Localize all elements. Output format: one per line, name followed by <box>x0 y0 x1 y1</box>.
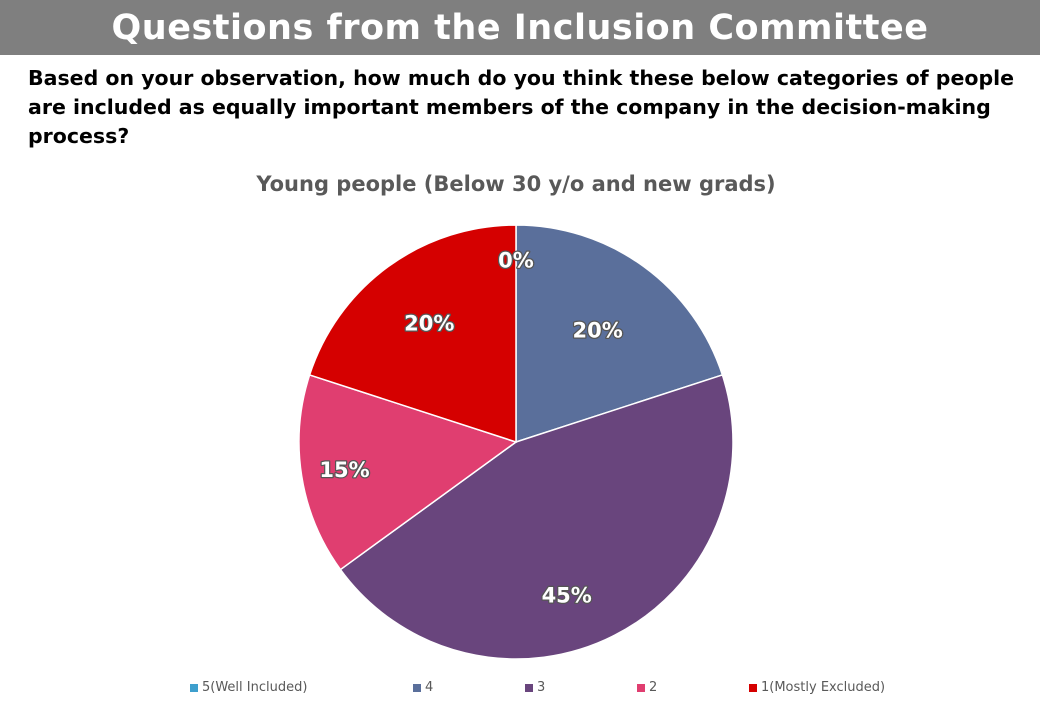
slice-data-label: 0% <box>498 249 534 273</box>
legend-label: 4 <box>425 680 434 695</box>
legend-item: 5(Well Included) <box>190 680 307 695</box>
legend-item: 3 <box>525 680 545 695</box>
legend-swatch <box>637 683 645 692</box>
chart-legend: 5(Well Included) 4 3 2 1(Mostly Excluded) <box>0 680 1040 702</box>
page-title: Questions from the Inclusion Committee <box>111 7 929 48</box>
pie-slice <box>298 373 518 571</box>
legend-item: 1(Mostly Excluded) <box>749 680 885 695</box>
legend-label: 3 <box>537 680 546 695</box>
slice-data-label: 15% <box>319 458 369 482</box>
question-text: Based on your observation, how much do y… <box>28 66 1015 148</box>
pie-slice <box>339 373 734 660</box>
legend-swatch <box>525 683 533 692</box>
pie-slice <box>308 224 517 444</box>
legend-label: 5(Well Included) <box>202 680 308 695</box>
slice-data-label: 20% <box>572 319 622 343</box>
pie-data-labels: 0% 20% 45% 15% 20% <box>318 247 624 608</box>
legend-swatch <box>190 683 198 692</box>
slice-data-label: 45% <box>542 583 592 607</box>
pie-slices <box>298 224 734 660</box>
legend-swatch <box>749 683 757 692</box>
legend-item: 2 <box>637 680 657 695</box>
chart-title: Young people (Below 30 y/o and new grads… <box>256 172 776 196</box>
slice-data-label: 20% <box>404 312 454 336</box>
legend-item: 4 <box>413 680 433 695</box>
legend-swatch <box>413 683 421 692</box>
legend-label: 2 <box>649 680 658 695</box>
title-bar: Questions from the Inclusion Committee <box>0 0 1040 55</box>
legend-label: 1(Mostly Excluded) <box>761 680 886 695</box>
pie-slice <box>515 224 724 444</box>
